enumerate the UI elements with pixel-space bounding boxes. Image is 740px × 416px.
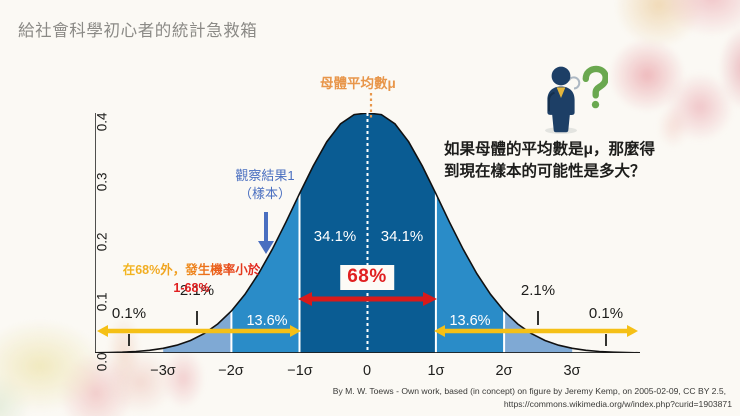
observation-down-arrow-icon: [258, 212, 274, 254]
normal-curve: [95, 113, 640, 353]
citation-line1: By M. W. Toews - Own work, based (in con…: [332, 386, 726, 397]
observation-label: 觀察結果1 （樣本）: [210, 167, 320, 202]
band-percent-label: 34.1%: [380, 228, 424, 245]
observation-label-line1: 觀察結果1: [235, 168, 295, 183]
y-tick-label: 0.4: [94, 112, 110, 132]
observation-label-line2: （樣本）: [238, 185, 291, 201]
person-thinking-icon: [545, 65, 608, 134]
y-tick-label: 0.0: [94, 352, 110, 372]
band-percent-label: 0.1%: [111, 305, 147, 322]
x-tick-label: −1σ: [287, 363, 313, 379]
normal-distribution-chart: 0.4 0.3 0.2 0.1 0.0 −3σ −2σ −1σ 0 1σ 2σ …: [94, 112, 640, 379]
band-percent-label: 0.1%: [588, 305, 624, 322]
center-68-arrow: [298, 292, 437, 306]
question-text: 如果母體的平均數是μ，那麼得 到現在樣本的可能性是多大？: [444, 139, 734, 184]
center-68-badge: 68%: [340, 265, 394, 290]
watercolor-decoration-top-right: [594, 0, 740, 127]
band-percent-label: 34.1%: [313, 228, 357, 245]
question-line1: 如果母體的平均數是μ，那麼得: [444, 141, 655, 158]
band-percent-label: 13.6%: [246, 313, 288, 329]
x-tick-label: 3σ: [563, 363, 581, 379]
band-percent-label: 13.6%: [449, 313, 491, 329]
outside-annotation-line2: 1-68%: [173, 280, 210, 295]
outside-annotation-line1: 在68%外，發生機率小於: [122, 263, 261, 277]
page-title: 給社會科學初心者的統計急救箱: [18, 22, 258, 40]
outside-68-annotation: 在68%外，發生機率小於 1-68%: [104, 262, 279, 297]
mu-dotted-leader: [369, 93, 373, 119]
chart-svg: [95, 113, 640, 353]
pointer-ticks: [128, 311, 607, 346]
x-tick-label: 0: [362, 363, 372, 379]
band-percent-label: 2.1%: [179, 282, 215, 299]
band-percent-label: 2.1%: [520, 282, 556, 299]
x-tick-label: 1σ: [427, 363, 445, 379]
y-tick-label: 0.2: [94, 232, 110, 252]
y-tick-label: 0.3: [94, 172, 110, 192]
citation: By M. W. Toews - Own work, based (in con…: [0, 385, 732, 411]
mu-label: 母體平均數μ: [320, 76, 396, 91]
x-tick-label: −3σ: [150, 363, 176, 379]
x-tick-label: 2σ: [495, 363, 513, 379]
question-line2: 到現在樣本的可能性是多大？: [444, 163, 646, 181]
band-divider: [230, 113, 233, 353]
band-divider: [434, 113, 437, 353]
citation-line2: https://commons.wikimedia.org/w/index.ph…: [503, 399, 732, 410]
band-divider: [298, 113, 301, 353]
outer-range-arrows: [97, 325, 638, 337]
x-tick-label: −2σ: [218, 363, 244, 379]
